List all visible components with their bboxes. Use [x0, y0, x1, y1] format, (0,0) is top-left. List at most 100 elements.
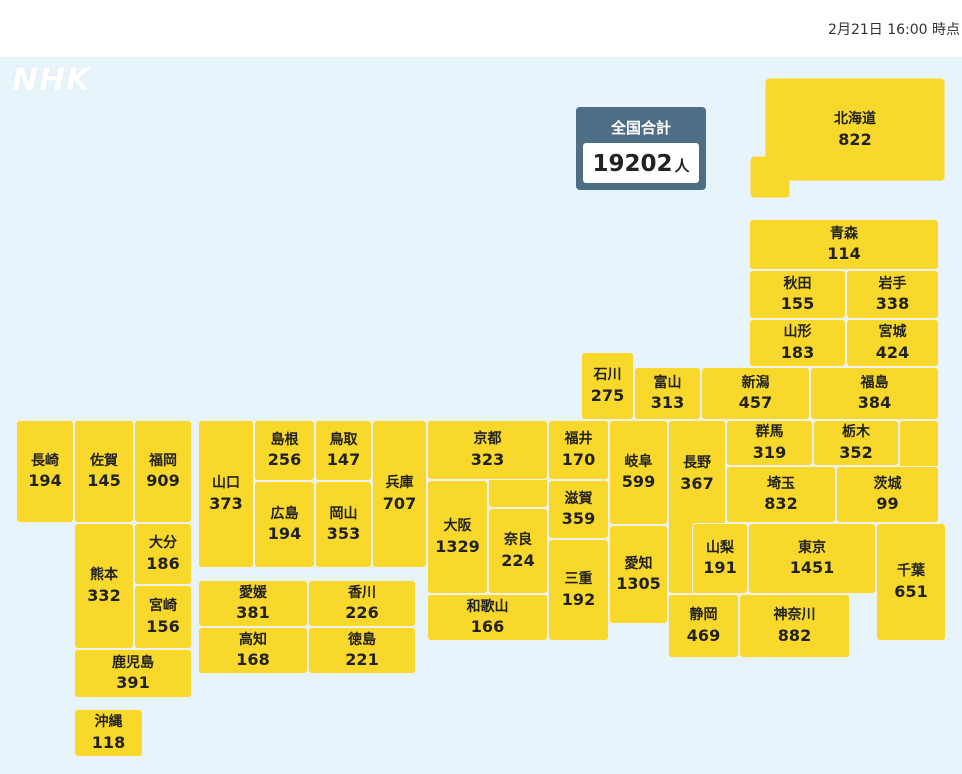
pref-tokyo[interactable]: 東京 1451	[748, 523, 876, 594]
pref-yamagata[interactable]: 山形 183	[749, 319, 846, 367]
pref-count: 1305	[616, 574, 661, 594]
pref-count: 323	[470, 449, 505, 469]
pref-yamanashi[interactable]: 山梨 191	[692, 523, 748, 594]
pref-name: 大分	[149, 535, 177, 551]
pref-count: 359	[561, 509, 596, 529]
pref-aomori[interactable]: 青森 114	[749, 219, 939, 270]
pref-kyoto[interactable]: 京都 323	[427, 420, 548, 480]
pref-name: 島根	[270, 431, 299, 448]
total-label: 全国合計	[610, 119, 671, 137]
pref-name: 宮崎	[149, 598, 177, 614]
pref-hyogo[interactable]: 兵庫 707	[372, 420, 427, 568]
pref-count: 147	[326, 450, 361, 470]
pref-name: 栃木	[842, 424, 870, 440]
pref-count: 1329	[435, 536, 480, 556]
pref-count: 457	[738, 393, 773, 413]
pref-shizuoka[interactable]: 静岡 469	[668, 594, 739, 658]
pref-toyama[interactable]: 富山 313	[634, 367, 701, 420]
total-unit: 人	[674, 157, 690, 175]
pref-fukuoka[interactable]: 福岡 909	[134, 420, 192, 523]
pref-kagawa[interactable]: 香川 226	[308, 580, 416, 627]
pref-count: 194	[267, 524, 302, 544]
pref-aichi[interactable]: 愛知 1305	[609, 525, 668, 624]
pref-count: 194	[28, 471, 62, 491]
pref-ehime[interactable]: 愛媛 381	[198, 580, 308, 627]
pref-tochigi[interactable]: 栃木 352	[813, 420, 899, 466]
pref-fukui[interactable]: 福井 170	[548, 420, 609, 480]
pref-shiga[interactable]: 滋賀 359	[548, 480, 609, 539]
pref-name: 東京	[798, 539, 826, 556]
pref-nara[interactable]: 奈良 224	[488, 508, 548, 594]
pref-name: 徳島	[348, 631, 376, 648]
pref-count: 332	[87, 585, 121, 605]
pref-count: 353	[326, 524, 361, 544]
pref-name: 熊本	[90, 567, 118, 583]
pref-iwate[interactable]: 岩手 338	[846, 270, 939, 319]
pref-osaka[interactable]: 大阪 1329	[427, 480, 488, 594]
pref-akita[interactable]: 秋田 155	[749, 270, 846, 319]
pref-name: 長野	[683, 455, 711, 471]
pref-okayama[interactable]: 岡山 353	[315, 481, 372, 568]
pref-name: 茨城	[873, 475, 902, 492]
pref-gifu[interactable]: 岐阜 599	[609, 420, 668, 525]
nhk-logo: NHK	[12, 62, 91, 98]
pref-count: 275	[590, 385, 625, 405]
pref-niigata[interactable]: 新潟 457	[701, 367, 810, 420]
pref-kochi[interactable]: 高知 168	[198, 627, 308, 674]
pref-hokkaido[interactable]: 北海道 822	[800, 105, 910, 155]
pref-saitama[interactable]: 埼玉 832	[726, 466, 836, 523]
pref-name: 秋田	[783, 275, 812, 292]
pref-count: 256	[267, 450, 302, 470]
total-value: 19202	[592, 151, 673, 177]
pref-miyazaki[interactable]: 宮崎 156	[134, 585, 192, 649]
pref-name: 福岡	[149, 452, 177, 469]
pref-okinawa[interactable]: 沖縄 118	[74, 709, 143, 757]
pref-count: 469	[686, 625, 721, 645]
pref-name: 岩手	[878, 275, 907, 292]
pref-name: 富山	[653, 374, 682, 391]
pref-name: 高知	[239, 631, 267, 648]
pref-tottori[interactable]: 鳥取 147	[315, 420, 372, 481]
pref-fukushima[interactable]: 福島 384	[810, 367, 939, 420]
pref-name: 兵庫	[385, 475, 414, 491]
pref-name: 埼玉	[767, 475, 795, 492]
pref-name: 北海道	[834, 111, 876, 127]
pref-count: 1451	[789, 558, 835, 578]
pref-chiba[interactable]: 千葉 651	[876, 523, 946, 641]
pref-count: 391	[116, 673, 150, 693]
pref-kagoshima[interactable]: 鹿児島 391	[74, 649, 192, 698]
pref-count: 224	[501, 550, 535, 570]
pref-count: 118	[91, 732, 126, 752]
pref-name: 鹿児島	[112, 654, 154, 671]
pref-ishikawa[interactable]: 石川 275	[581, 352, 634, 420]
pref-count: 367	[680, 473, 714, 493]
pref-name: 群馬	[755, 424, 784, 440]
pref-wakayama[interactable]: 和歌山 166	[427, 594, 548, 641]
ibaraki-extension[interactable]	[899, 420, 939, 466]
pref-ibaraki[interactable]: 茨城 99	[836, 466, 939, 523]
hokkaido-shape[interactable]	[749, 77, 946, 199]
pref-gunma[interactable]: 群馬 319	[726, 420, 813, 466]
pref-yamaguchi[interactable]: 山口 373	[198, 420, 254, 568]
pref-shimane[interactable]: 島根 256	[254, 420, 315, 481]
pref-mie[interactable]: 三重 192	[548, 539, 609, 641]
header-bar: 2月21日 16:00 時点	[0, 0, 962, 57]
pref-miyagi[interactable]: 宮城 424	[846, 319, 939, 367]
pref-hiroshima[interactable]: 広島 194	[254, 481, 315, 568]
pref-count: 822	[838, 129, 872, 149]
pref-oita[interactable]: 大分 186	[134, 523, 192, 585]
pref-count: 166	[470, 617, 505, 637]
pref-kumamoto[interactable]: 熊本 332	[74, 523, 134, 649]
timestamp: 2月21日 16:00 時点	[828, 22, 960, 38]
pref-tokushima[interactable]: 徳島 221	[308, 627, 416, 674]
pref-saga[interactable]: 佐賀 145	[74, 420, 134, 523]
pref-count: 99	[876, 494, 899, 514]
pref-kanagawa[interactable]: 神奈川 882	[739, 594, 850, 658]
pref-nagasaki[interactable]: 長崎 194	[16, 420, 74, 523]
pref-name: 山形	[783, 324, 812, 340]
kyoto-extension[interactable]	[488, 480, 548, 508]
national-total-box: 全国合計 19202 人	[576, 107, 706, 190]
pref-name: 岐阜	[624, 453, 653, 470]
pref-count: 319	[752, 442, 787, 462]
pref-name: 福島	[860, 374, 889, 391]
